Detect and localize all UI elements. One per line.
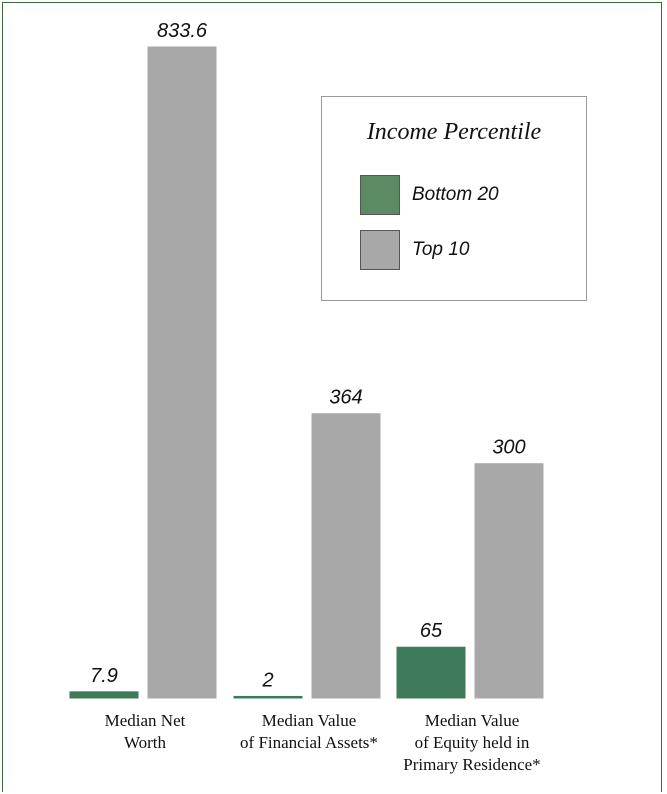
- category-label-3-line-3: Primary Residence*: [403, 755, 540, 774]
- legend-title: Income Percentile: [366, 119, 542, 145]
- value-label-bottom-20-1: 7.9: [90, 665, 118, 687]
- bar-top-10-1: [147, 46, 217, 699]
- legend-label-top-10: Top 10: [412, 239, 470, 260]
- bar-bottom-20-3: [396, 646, 466, 699]
- bar-bottom-20-2: [233, 695, 303, 699]
- legend-label-bottom-20: Bottom 20: [412, 184, 499, 205]
- value-label-top-10-3: 300: [492, 437, 525, 459]
- category-label-1-line-1: Median Net: [105, 711, 186, 730]
- category-label-2-line-1: Median Value: [262, 711, 357, 730]
- category-label-3-line-2: of Equity held in: [415, 733, 530, 752]
- bar-top-10-2: [311, 413, 381, 699]
- legend: Income Percentile Bottom 20 Top 10: [321, 96, 587, 301]
- value-label-top-10-2: 364: [329, 387, 362, 409]
- category-label-1-line-2: Worth: [124, 733, 167, 752]
- value-label-top-10-1: 833.6: [157, 20, 208, 42]
- bar-top-10-3: [474, 463, 544, 699]
- category-label-2-line-2: of Financial Assets*: [240, 733, 378, 752]
- value-label-bottom-20-2: 2: [261, 669, 273, 691]
- legend-swatch-top-10: [360, 230, 400, 270]
- value-label-bottom-20-3: 65: [420, 620, 443, 642]
- category-label-3-line-1: Median Value: [425, 711, 520, 730]
- legend-swatch-bottom-20: [360, 175, 400, 215]
- bar-bottom-20-1: [69, 691, 139, 699]
